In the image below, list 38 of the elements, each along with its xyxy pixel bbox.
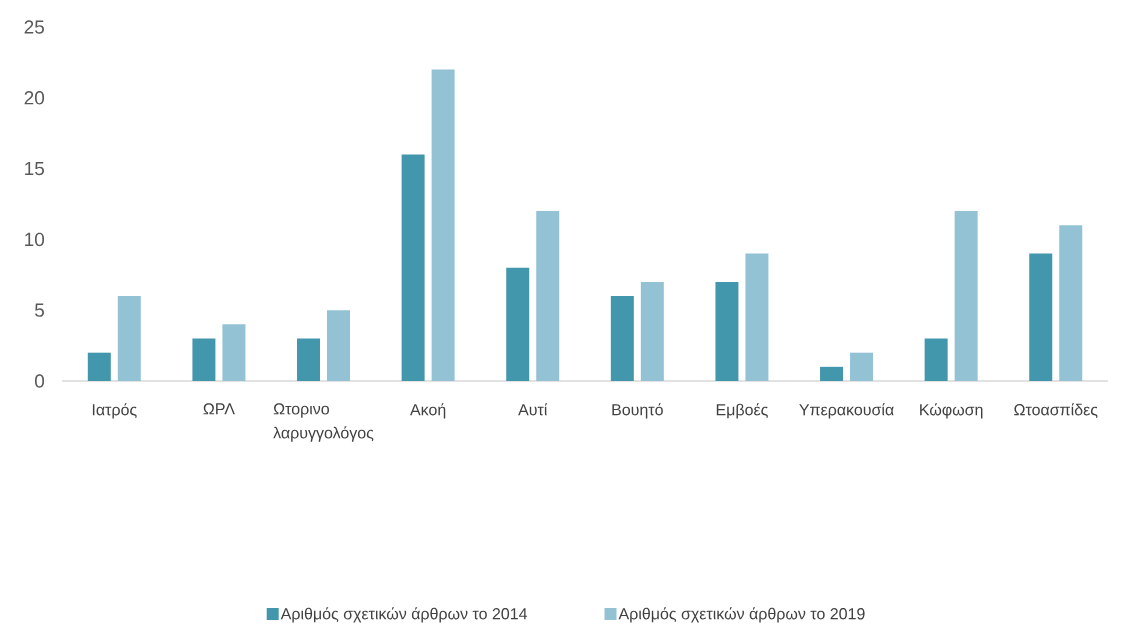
bar: [1059, 225, 1083, 381]
y-tick-label: 10: [25, 232, 45, 247]
x-tick-label: Αυτί: [518, 403, 548, 416]
y-tick-label: 15: [25, 161, 44, 176]
x-tick-label: Βουητό: [612, 403, 663, 419]
x-tick-label: Κώφωση: [920, 403, 983, 419]
y-tick-label: 25: [24, 20, 44, 34]
bar: [954, 211, 978, 381]
x-tick-label: Ιατρός: [92, 403, 137, 419]
legend-label: Αριθμός σχετικών άρθρων το 2014: [280, 607, 528, 623]
x-tick-label: Ακοή: [410, 403, 446, 419]
bar: [924, 338, 948, 381]
x-tick-label: Εμβοές: [716, 403, 768, 419]
y-tick-label: 0: [34, 374, 45, 388]
bar: [745, 253, 769, 381]
bar: [431, 69, 455, 381]
x-tick-label: ΩΡΛ: [203, 403, 235, 415]
bar: [640, 281, 664, 381]
bar: [820, 366, 844, 381]
x-tick-label: Υπερακουσία: [799, 403, 894, 419]
bar: [117, 296, 141, 381]
x-tick-label: Ωτορινο λαρυγγολόγος: [273, 403, 374, 442]
y-tick-label: 5: [35, 303, 44, 317]
bar: [192, 338, 216, 381]
bar: [297, 338, 321, 381]
y-tick-label: 20: [24, 91, 45, 105]
bar: [222, 324, 246, 381]
bar: [850, 352, 874, 381]
legend-label: Αριθμός σχετικών άρθρων το 2019: [618, 607, 865, 623]
bar: [536, 211, 560, 381]
bar: [715, 281, 739, 381]
bar: [401, 154, 425, 381]
x-tick-label: Ωτοασπίδες: [1014, 403, 1098, 419]
bar: [87, 352, 111, 381]
bar: [506, 267, 530, 381]
bar: [327, 310, 351, 381]
bar: [1029, 253, 1053, 381]
bar: [610, 296, 634, 381]
